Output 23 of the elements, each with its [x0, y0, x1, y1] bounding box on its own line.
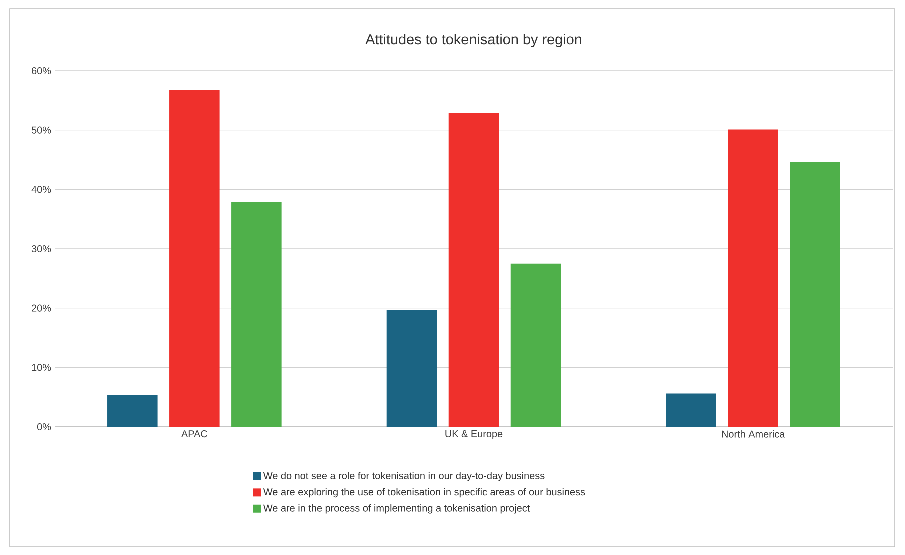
y-tick-label: 50%: [32, 126, 52, 134]
y-tick-label: 0%: [37, 423, 52, 431]
y-tick-label: 60%: [32, 67, 52, 75]
bar: [448, 113, 500, 427]
bar: [108, 394, 158, 427]
bar: [666, 394, 716, 427]
y-tick-label: 10%: [32, 364, 52, 372]
legend-label: We are in the process of implementing a tokenisation project: [263, 504, 530, 514]
bar: [510, 264, 562, 427]
chart-title: Attitudes to tokenisation by region: [366, 34, 582, 48]
bar: [232, 202, 282, 427]
x-tick-label: North America: [722, 430, 786, 438]
y-tick-label: 30%: [32, 245, 52, 253]
bar: [790, 162, 840, 427]
x-tick-label: APAC: [181, 430, 208, 438]
legend-label: We are exploring the use of tokenisation in specific areas of our business: [263, 488, 586, 498]
x-tick-label: UK & Europe: [446, 430, 503, 440]
bar: [386, 310, 438, 427]
legend-label: We do not see a role for tokenisation in our day-to-day business: [263, 472, 545, 482]
y-tick-label: 40%: [32, 186, 52, 194]
bar: [728, 130, 778, 427]
y-tick-label: 20%: [32, 304, 52, 312]
bar: [170, 90, 220, 427]
